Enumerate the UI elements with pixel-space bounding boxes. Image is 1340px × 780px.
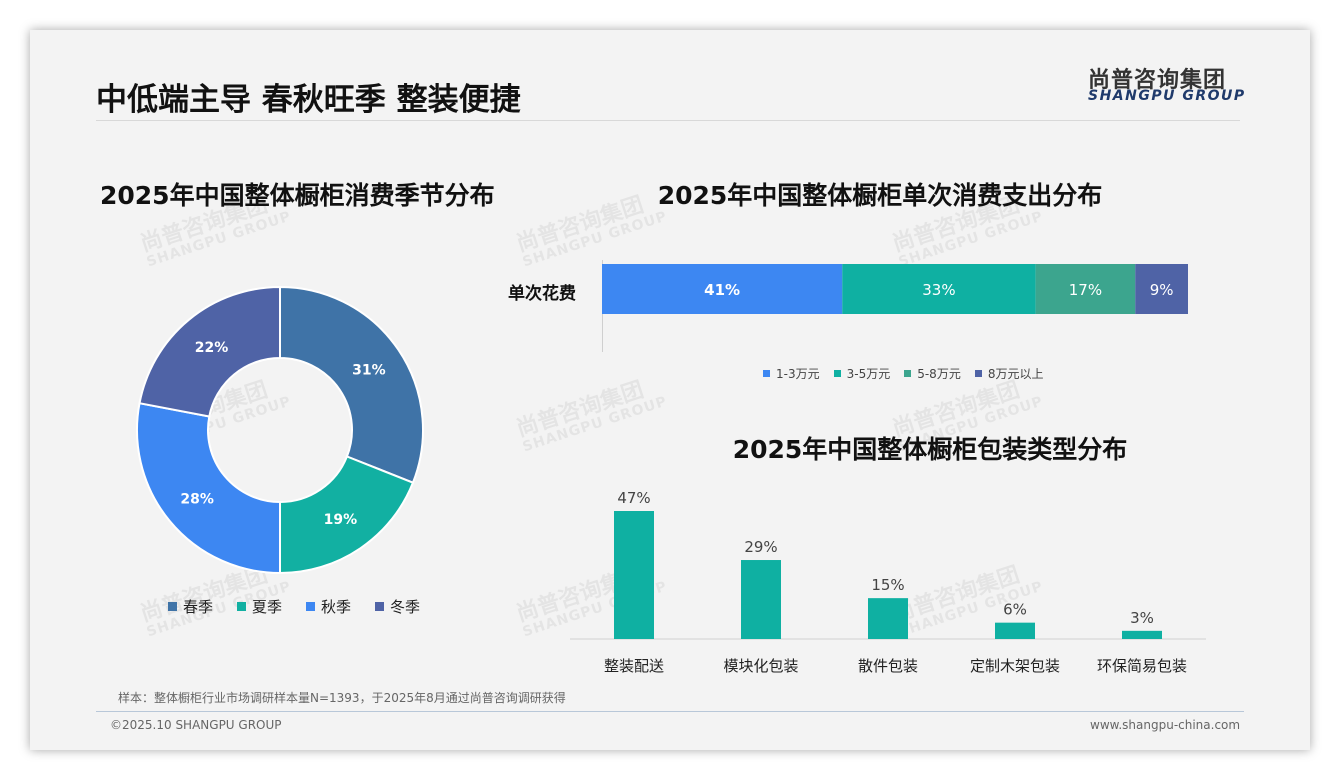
column-chart: 47% 整装配送 29% 模块化包装 15% 散件包装 6% 定制木架包装 3% 环保简易包装 <box>570 489 1206 675</box>
legend-swatch <box>763 370 770 377</box>
stacked-bar-legend: 1-3万元 3-5万元 5-8万元 8万元以上 <box>763 365 1043 382</box>
donut-chart-title: 2025年中国整体橱柜消费季节分布 <box>100 181 495 210</box>
column-value-label: 15% <box>871 576 904 594</box>
column-category-label: 定制木架包装 <box>970 657 1060 675</box>
donut-slice-label: 22% <box>195 340 229 356</box>
donut-slice <box>279 455 415 575</box>
legend-label: 8万元以上 <box>987 367 1044 381</box>
legend-swatch <box>168 602 177 611</box>
legend-swatch <box>974 370 982 377</box>
stacked-bar-segment <box>842 264 1036 314</box>
donut-slice-label: 31% <box>352 363 386 379</box>
column-category-label: 环保简易包装 <box>1097 657 1187 675</box>
brand-logo-cn: 尚普咨询集团 <box>1088 68 1227 93</box>
stacked-bar-chart-title: 2025年中国整体橱柜单次消费支出分布 <box>657 181 1103 210</box>
donut-slice-label: 19% <box>324 512 358 528</box>
column-bar <box>741 560 781 639</box>
brand-logo-en: SHANGPU GROUP <box>1088 88 1246 104</box>
stacked-bar-label: 9% <box>1150 281 1174 299</box>
legend-item-5-8: 5-8万元 <box>904 365 961 382</box>
legend-item-3-5: 3-5万元 <box>833 365 891 382</box>
legend-item-8plus: 8万元以上 <box>974 365 1044 382</box>
column-bar <box>995 622 1035 639</box>
title-divider <box>96 120 1240 121</box>
legend-label: 3-5万元 <box>846 367 891 381</box>
legend-label: 秋季 <box>321 598 352 616</box>
column-category-label: 整装配送 <box>604 657 664 675</box>
copyright-text: ©2025.10 SHANGPU GROUP <box>110 718 282 732</box>
legend-item-1-3: 1-3万元 <box>763 365 820 382</box>
legend-label: 5-8万元 <box>917 367 961 381</box>
donut-slice <box>138 285 281 418</box>
donut-legend: 春季 夏季 秋季 冬季 <box>168 596 420 617</box>
slide: 尚普咨询集团 SHANGPU GROUP 尚普咨询集团 SHANGPU GROUP … <box>30 30 1310 750</box>
column-chart-title: 2025年中国整体橱柜包装类型分布 <box>732 435 1128 464</box>
legend-label: 夏季 <box>252 598 283 616</box>
donut-slice <box>136 402 281 575</box>
legend-item-autumn: 秋季 <box>306 596 351 617</box>
column-bar <box>868 598 908 639</box>
column-value-label: 29% <box>744 538 777 556</box>
donut-chart: 31% 19% 28% 22% <box>136 285 424 575</box>
column-value-label: 47% <box>617 489 650 507</box>
donut-slice <box>279 285 424 484</box>
column-category-label: 模块化包装 <box>723 657 798 675</box>
legend-label: 春季 <box>183 598 214 616</box>
stacked-bar-segment <box>1135 264 1188 314</box>
legend-item-winter: 冬季 <box>375 596 420 617</box>
legend-item-summer: 夏季 <box>237 596 282 617</box>
legend-swatch <box>904 370 912 377</box>
column-value-label: 3% <box>1130 609 1154 627</box>
column-value-label: 6% <box>1003 601 1027 619</box>
legend-label: 冬季 <box>390 598 421 616</box>
column-bar <box>1122 630 1162 639</box>
legend-swatch <box>237 602 247 611</box>
stacked-bar-label: 17% <box>1069 281 1102 299</box>
page-title: 中低端主导 春秋旺季 整装便捷 <box>96 82 521 118</box>
stacked-bar-label: 41% <box>704 281 740 299</box>
stacked-bar-segment <box>1035 264 1136 314</box>
legend-swatch <box>375 602 385 611</box>
legend-swatch <box>306 602 316 611</box>
stacked-bar-label: 33% <box>922 281 955 299</box>
donut-slice-label: 28% <box>180 492 214 508</box>
legend-item-spring: 春季 <box>168 596 213 617</box>
column-bar <box>614 511 654 639</box>
stacked-bar-segment <box>602 264 843 314</box>
hbar-category-label: 单次花费 <box>508 284 576 304</box>
website-link[interactable]: www.shangpu-china.com <box>1090 718 1241 732</box>
sample-footnote: 样本：整体橱柜行业市场调研样本量N=1393，于2025年8月通过尚普咨询调研获… <box>118 691 566 705</box>
stacked-bar-chart: 41% 33% 17% 9% <box>602 264 1188 314</box>
legend-label: 1-3万元 <box>776 367 820 381</box>
legend-swatch <box>833 370 841 377</box>
footer-divider <box>96 711 1244 712</box>
column-category-label: 散件包装 <box>858 657 918 675</box>
